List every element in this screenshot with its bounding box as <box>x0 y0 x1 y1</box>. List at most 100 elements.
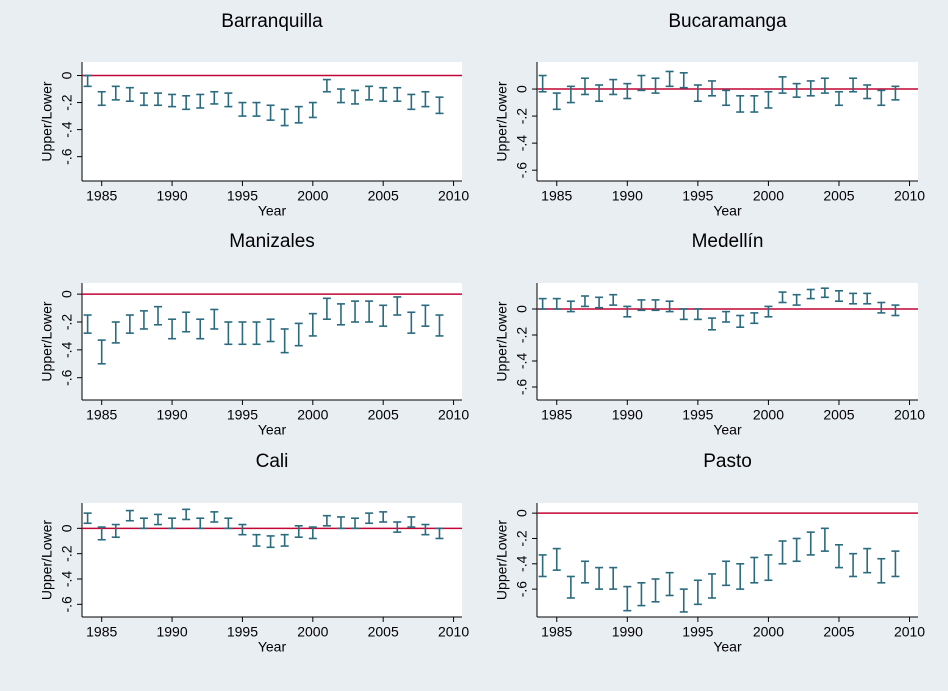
error-bar <box>750 95 759 113</box>
error-bar <box>877 89 886 107</box>
error-bar <box>365 300 374 323</box>
x-tick-label: 1985 <box>86 188 117 204</box>
y-tick-label: -.2 <box>59 94 75 111</box>
error-bar <box>336 303 345 326</box>
error-bar <box>693 308 702 321</box>
x-axis-label: Year <box>258 422 287 438</box>
panel-title: Bucaramanga <box>668 11 787 32</box>
panel: Barranquilla 0 -.2 -.4 -.6 1985 1990 1995 2000 20… <box>39 11 470 219</box>
y-tick-label: 0 <box>514 509 530 517</box>
x-axis-label: Year <box>713 203 742 219</box>
x-tick-label: 2010 <box>438 624 469 640</box>
error-bar <box>139 517 148 530</box>
error-bar <box>806 531 815 556</box>
error-bar <box>623 305 632 318</box>
error-bar <box>820 527 829 552</box>
error-bar <box>722 560 731 587</box>
error-bar <box>665 300 674 313</box>
error-bar <box>379 86 388 103</box>
error-bar <box>595 296 604 309</box>
error-bar <box>806 80 815 97</box>
error-bar <box>210 511 219 523</box>
error-bar <box>435 527 444 540</box>
error-bar <box>379 304 388 327</box>
y-tick-label: -.4 <box>514 555 530 572</box>
error-bar <box>308 101 317 119</box>
error-bar <box>336 88 345 104</box>
x-tick-label: 2005 <box>823 624 854 640</box>
error-bar <box>294 524 303 539</box>
x-tick-label: 2005 <box>823 188 854 204</box>
error-bar <box>393 521 402 533</box>
error-bar <box>552 547 561 571</box>
error-bar <box>820 287 829 299</box>
x-tick-label: 1995 <box>682 624 713 640</box>
error-bar <box>252 321 261 346</box>
error-bar <box>736 95 745 113</box>
x-tick-label: 1990 <box>156 624 187 640</box>
x-tick-label: 2005 <box>368 407 399 423</box>
error-bar <box>252 533 261 547</box>
error-bar <box>595 84 604 103</box>
error-bar <box>421 304 430 327</box>
error-bar <box>651 77 660 94</box>
x-tick-label: 1985 <box>86 407 117 423</box>
error-bar <box>308 312 317 337</box>
error-bar <box>764 554 773 582</box>
error-bar <box>294 105 303 124</box>
panel-title: Pasto <box>703 451 752 472</box>
y-tick-label: -.4 <box>59 121 75 138</box>
error-bar <box>849 292 858 305</box>
error-bar <box>210 308 219 330</box>
panel-title: Manizales <box>229 231 315 252</box>
error-bar <box>566 300 575 313</box>
error-bar <box>736 314 745 329</box>
x-tick-label: 1985 <box>86 624 117 640</box>
error-bar <box>707 573 716 599</box>
y-tick-label: -.4 <box>514 353 530 370</box>
error-bar <box>224 92 233 108</box>
error-bar <box>679 72 688 89</box>
x-tick-label: 1995 <box>227 624 258 640</box>
error-bar <box>421 523 430 536</box>
error-bar <box>322 514 331 527</box>
error-bar <box>609 566 618 590</box>
x-tick-label: 2005 <box>823 407 854 423</box>
error-bar <box>707 317 716 331</box>
error-bar <box>365 512 374 525</box>
x-tick-label: 1995 <box>682 188 713 204</box>
x-tick-label: 1995 <box>682 407 713 423</box>
error-bar <box>111 321 120 344</box>
error-bar <box>778 540 787 565</box>
error-bar <box>637 299 646 312</box>
error-bar <box>308 526 317 540</box>
y-tick-label: -.6 <box>59 369 75 386</box>
error-bar <box>806 288 815 300</box>
y-axis-label: Upper/Lower <box>494 81 510 161</box>
error-bar <box>665 571 674 597</box>
error-bar <box>722 89 731 107</box>
error-bar <box>665 70 674 88</box>
error-bar <box>863 84 872 100</box>
error-bar <box>266 104 275 121</box>
error-bar <box>792 293 801 306</box>
error-bar <box>97 339 106 365</box>
error-bar <box>83 314 92 334</box>
error-bar <box>792 82 801 98</box>
y-tick-label: 0 <box>514 85 530 93</box>
error-bar <box>679 588 688 613</box>
y-tick-label: -.6 <box>59 596 75 613</box>
error-bar <box>351 300 360 323</box>
error-bar <box>891 550 900 578</box>
error-bar <box>566 575 575 599</box>
error-bar <box>111 523 120 539</box>
error-bar <box>834 90 843 107</box>
error-bar <box>336 516 345 530</box>
panel-title: Medellín <box>692 231 764 252</box>
x-tick-label: 2010 <box>438 407 469 423</box>
error-bar <box>849 77 858 93</box>
error-bar <box>393 296 402 316</box>
y-tick-label: -.2 <box>514 327 530 344</box>
error-bar <box>877 301 886 314</box>
error-bar <box>168 318 177 340</box>
